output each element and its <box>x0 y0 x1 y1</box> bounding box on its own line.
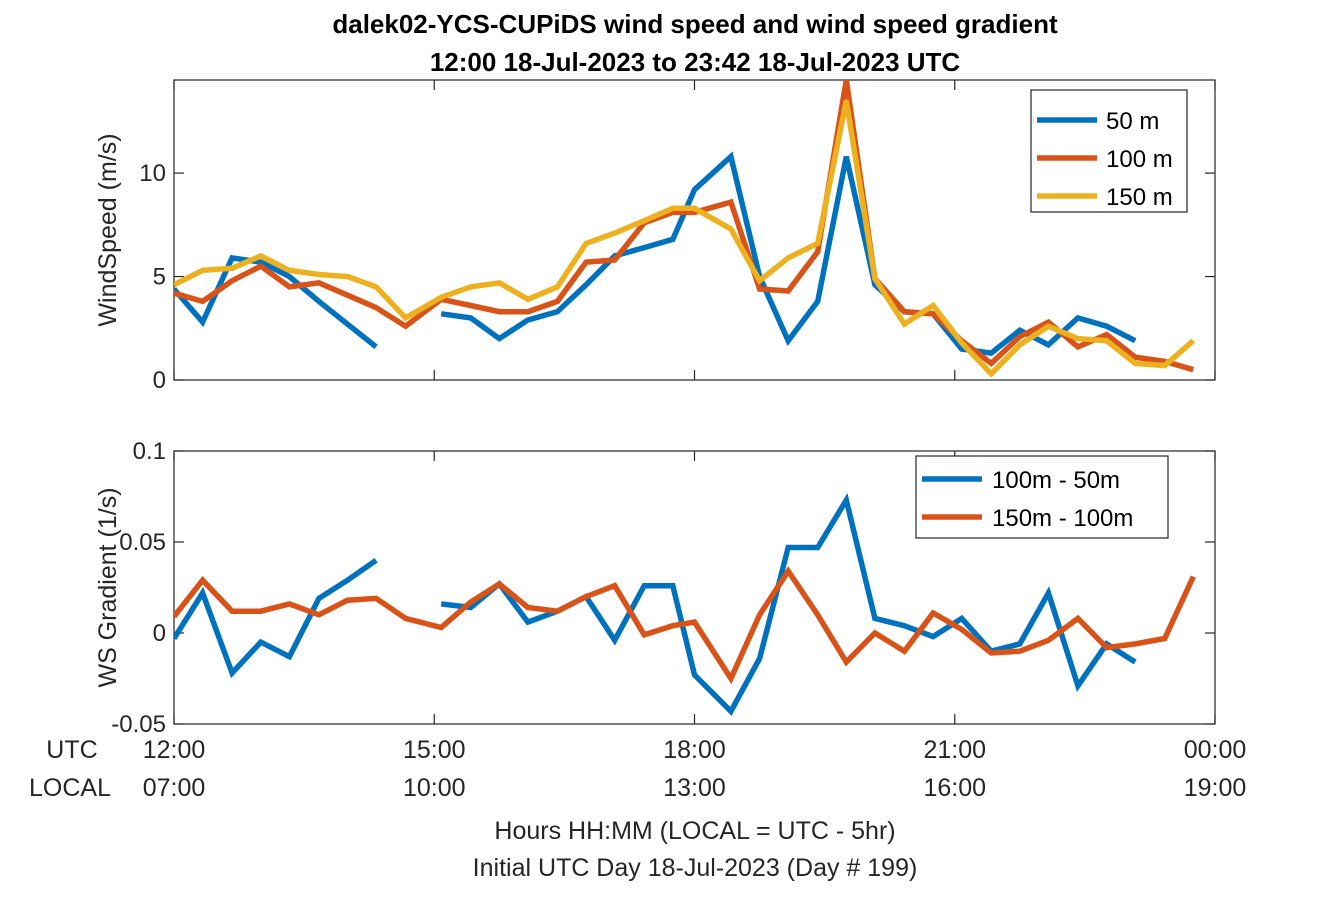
x-axis-label-line1: Hours HH:MM (LOCAL = UTC - 5hr) <box>494 817 895 845</box>
y-tick-label: 0 <box>153 620 166 647</box>
legend-entry-label: 150m - 100m <box>992 505 1133 532</box>
legend-entry-label: 100 m <box>1106 146 1173 173</box>
x-tick-label-local: 13:00 <box>663 774 726 802</box>
legend-box <box>915 455 1169 539</box>
legend-box <box>1030 89 1188 213</box>
chart-title-line2: 12:00 18-Jul-2023 to 23:42 18-Jul-2023 U… <box>430 47 961 77</box>
series-line-100m-50m <box>174 557 378 679</box>
y-tick-label: 0 <box>153 367 166 394</box>
x-tick-label-utc: 18:00 <box>663 736 726 764</box>
y-tick-label: -0.05 <box>111 711 166 738</box>
legend-entry-label: 100m - 50m <box>992 467 1120 494</box>
y-axis-label: WS Gradient (1/s) <box>94 487 122 687</box>
x-tick-label-local: 16:00 <box>923 774 986 802</box>
legend-entry-label: 150 m <box>1106 184 1173 211</box>
x-tick-label-local: 07:00 <box>143 774 206 802</box>
x-axis-label-line2: Initial UTC Day 18-Jul-2023 (Day # 199) <box>473 854 918 882</box>
windspeed-panel: 0 5 10 WindSpeed (m/s) 50 m 100 m 150 m <box>94 79 1216 394</box>
utc-row-label: UTC <box>46 736 97 764</box>
y-tick-label: 5 <box>153 264 166 291</box>
gradient-panel: -0.05 0 0.05 0.1 WS Gradient (1/s) 100m - 50m… <box>94 438 1216 738</box>
series-line-50m <box>174 254 378 350</box>
series-line-150m <box>174 100 1196 378</box>
x-tick-label-local: 10:00 <box>403 774 466 802</box>
x-tick-label-local: 19:00 <box>1184 774 1247 802</box>
series-line-150m-100m <box>174 566 1196 685</box>
legend-entry-label: 50 m <box>1106 108 1159 135</box>
y-tick-label: 0.1 <box>133 438 166 465</box>
x-tick-label-utc: 00:00 <box>1184 736 1247 764</box>
y-axis-label: WindSpeed (m/s) <box>94 133 122 326</box>
x-tick-labels: 12:00 07:00 15:00 10:00 18:00 13:00 21:00 16:00… <box>143 736 1247 802</box>
series-line-100m <box>174 80 1195 373</box>
x-tick-label-utc: 21:00 <box>923 736 986 764</box>
series-line-50m <box>440 151 1137 356</box>
x-tick-label-utc: 12:00 <box>143 736 206 764</box>
y-tick-label: 10 <box>139 160 166 187</box>
x-tick-label-utc: 15:00 <box>403 736 466 764</box>
chart-title-line1: dalek02-YCS-CUPiDS wind speed and wind s… <box>332 9 1058 39</box>
local-row-label: LOCAL <box>29 774 111 802</box>
y-tick-label: 0.05 <box>119 529 166 556</box>
